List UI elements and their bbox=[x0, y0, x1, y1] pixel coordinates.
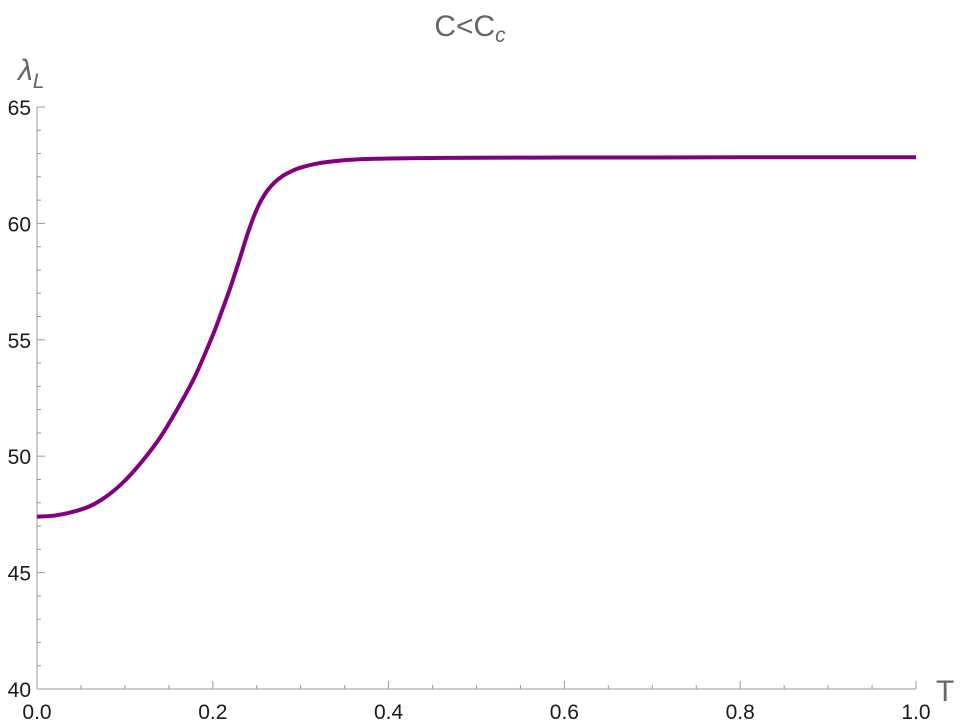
x-tick-label: 0.8 bbox=[726, 701, 755, 724]
x-axis-label: T bbox=[936, 675, 954, 708]
y-tick-label: 45 bbox=[8, 563, 31, 586]
x-tick-label: 0.0 bbox=[22, 701, 51, 724]
series-line bbox=[36, 155, 916, 519]
chart-title: C<Cc bbox=[434, 10, 506, 47]
y-tick-label: 50 bbox=[8, 446, 31, 469]
x-tick-label: 0.2 bbox=[198, 701, 227, 724]
tick-labels: 0.0 0.2 0.4 0.6 0.8 1.0 40 45 50 55 60 65 bbox=[8, 97, 931, 724]
x-tick-label: 0.6 bbox=[550, 701, 579, 724]
y-tick-label: 55 bbox=[8, 330, 31, 353]
x-tick-label: 0.4 bbox=[374, 701, 404, 724]
y-tick-label: 40 bbox=[8, 679, 31, 702]
y-axis-label-main: λ bbox=[16, 54, 33, 87]
x-tick-label: 1.0 bbox=[901, 701, 930, 724]
chart-title-main: C<C bbox=[434, 10, 495, 43]
axes bbox=[36, 107, 916, 690]
chart-title-sub: c bbox=[495, 24, 506, 47]
series bbox=[36, 155, 916, 519]
y-tick-label: 65 bbox=[8, 97, 31, 120]
ticks bbox=[36, 106, 917, 690]
y-tick-label: 60 bbox=[8, 213, 31, 236]
y-axis-label-sub: L bbox=[33, 70, 45, 93]
y-axis-label: λL bbox=[16, 54, 44, 93]
